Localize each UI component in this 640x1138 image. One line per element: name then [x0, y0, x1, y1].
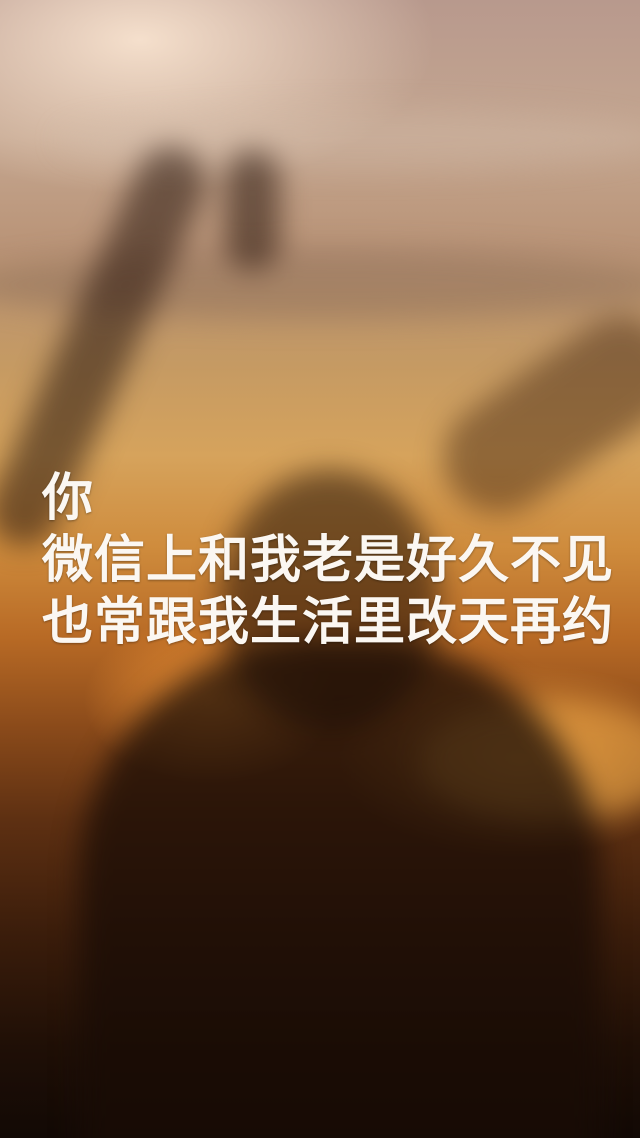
raised-hand-silhouette — [225, 150, 280, 270]
caption-text: 你 微信上和我老是好久不见 也常跟我生活里改天再约 — [42, 468, 614, 654]
caption-line-2: 微信上和我老是好久不见 — [42, 531, 615, 590]
caption-line-1: 你 — [42, 469, 95, 528]
caption-line-3: 也常跟我生活里改天再约 — [42, 593, 615, 652]
body-silhouette — [80, 640, 600, 1138]
